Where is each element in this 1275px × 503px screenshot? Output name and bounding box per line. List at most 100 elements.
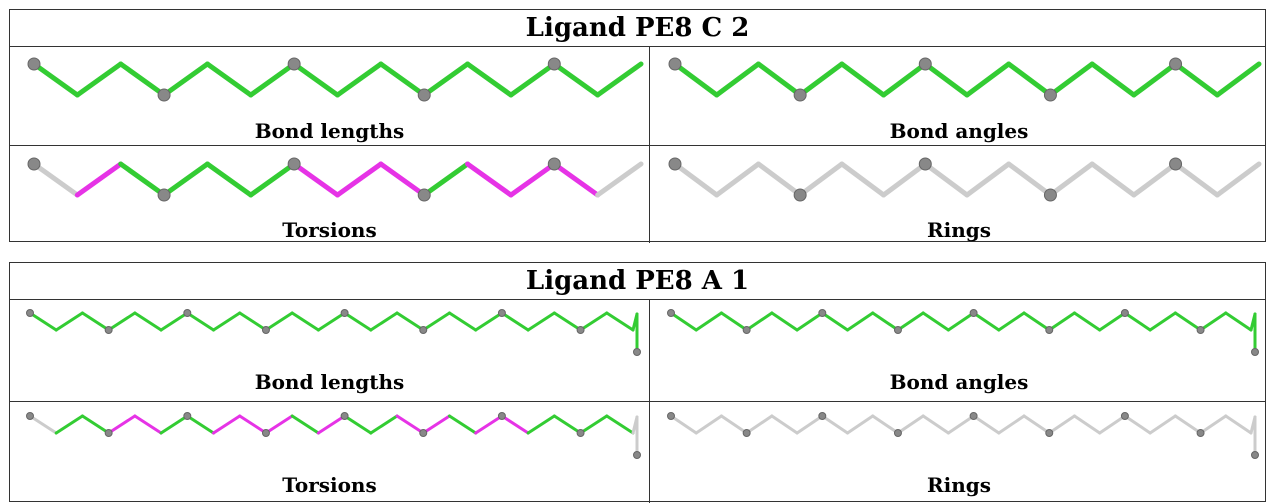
bond: [500, 311, 530, 332]
atom: [26, 309, 34, 317]
bond: [248, 161, 297, 198]
bond: [447, 311, 478, 332]
bond: [669, 311, 698, 332]
bond: [1047, 61, 1095, 98]
bond: [964, 161, 1012, 198]
bond: [839, 61, 887, 98]
bond: [80, 414, 111, 435]
atom: [818, 412, 827, 420]
bond: [672, 61, 720, 98]
atom: [918, 157, 932, 171]
bond: [745, 311, 774, 332]
atom: [497, 412, 506, 420]
atom: [340, 412, 349, 420]
bond: [1199, 414, 1228, 435]
panel-bond-lengths: Bond lengths: [10, 47, 649, 145]
bond: [378, 61, 427, 98]
bond: [133, 311, 163, 332]
atom: [576, 429, 585, 437]
atom: [417, 188, 431, 202]
bond: [1173, 414, 1203, 435]
atom: [27, 157, 41, 171]
bond: [74, 161, 124, 198]
bond: [54, 414, 84, 435]
panel-caption: Rings: [926, 218, 991, 242]
atom: [287, 157, 301, 171]
bond: [797, 61, 845, 98]
bond: [1089, 161, 1137, 198]
bond: [972, 414, 1001, 435]
bond: [447, 414, 478, 435]
bond: [964, 61, 1012, 98]
bond: [421, 161, 471, 198]
panel-caption: Bond angles: [889, 119, 1029, 143]
bond: [290, 414, 320, 435]
atom: [547, 157, 561, 171]
bond: [335, 161, 384, 198]
bond: [421, 61, 471, 98]
bond: [159, 414, 189, 435]
panel-bond-angles: Bond angles: [651, 300, 1267, 401]
bond: [921, 311, 950, 332]
bond: [1148, 311, 1177, 332]
bond: [1089, 61, 1137, 98]
atom: [633, 348, 641, 356]
bond: [579, 311, 609, 332]
atom: [633, 451, 641, 459]
molecule-diagram: [667, 309, 1259, 356]
bond: [421, 311, 451, 332]
panel-torsions: Torsions: [10, 147, 649, 243]
atom: [287, 57, 301, 71]
bond: [1224, 414, 1253, 435]
bond: [755, 61, 803, 98]
atom: [969, 309, 978, 317]
bond: [54, 311, 84, 332]
bond: [212, 414, 242, 435]
atom: [104, 326, 113, 334]
bond: [1214, 161, 1262, 198]
bond: [1131, 61, 1179, 98]
panel-caption: Torsions: [282, 218, 377, 242]
atom: [183, 412, 192, 420]
bond: [846, 311, 875, 332]
bond: [474, 414, 504, 435]
atom: [547, 57, 561, 71]
bond: [335, 61, 384, 98]
atom: [1120, 309, 1129, 317]
molecule-diagram: [668, 157, 1262, 202]
bond: [161, 161, 210, 198]
bond: [1072, 311, 1102, 332]
bond: [871, 311, 900, 332]
molecule-diagram: [27, 157, 644, 202]
bond: [264, 311, 294, 332]
bond: [378, 161, 427, 198]
bond: [133, 414, 163, 435]
bond: [881, 161, 928, 198]
bond: [719, 414, 749, 435]
bond: [946, 311, 976, 332]
atom: [668, 157, 682, 171]
atom: [183, 309, 192, 317]
atom: [793, 88, 807, 102]
bond: [1173, 161, 1220, 198]
bond: [921, 414, 950, 435]
bond: [28, 311, 58, 332]
bond: [508, 61, 557, 98]
bond: [474, 311, 504, 332]
bond: [946, 414, 976, 435]
bond: [745, 414, 774, 435]
bond: [248, 61, 297, 98]
bond: [797, 161, 845, 198]
bond: [159, 311, 189, 332]
atom: [104, 429, 113, 437]
bond: [896, 414, 925, 435]
panel-caption: Bond angles: [889, 370, 1029, 394]
bond: [551, 161, 601, 198]
bond: [795, 311, 824, 332]
row-divider: [10, 401, 1265, 402]
panel-torsions: Torsions: [10, 403, 649, 503]
table-title: Ligand PE8 C 2: [10, 10, 1265, 47]
bond: [755, 161, 803, 198]
bond: [421, 414, 451, 435]
bond: [1199, 311, 1228, 332]
